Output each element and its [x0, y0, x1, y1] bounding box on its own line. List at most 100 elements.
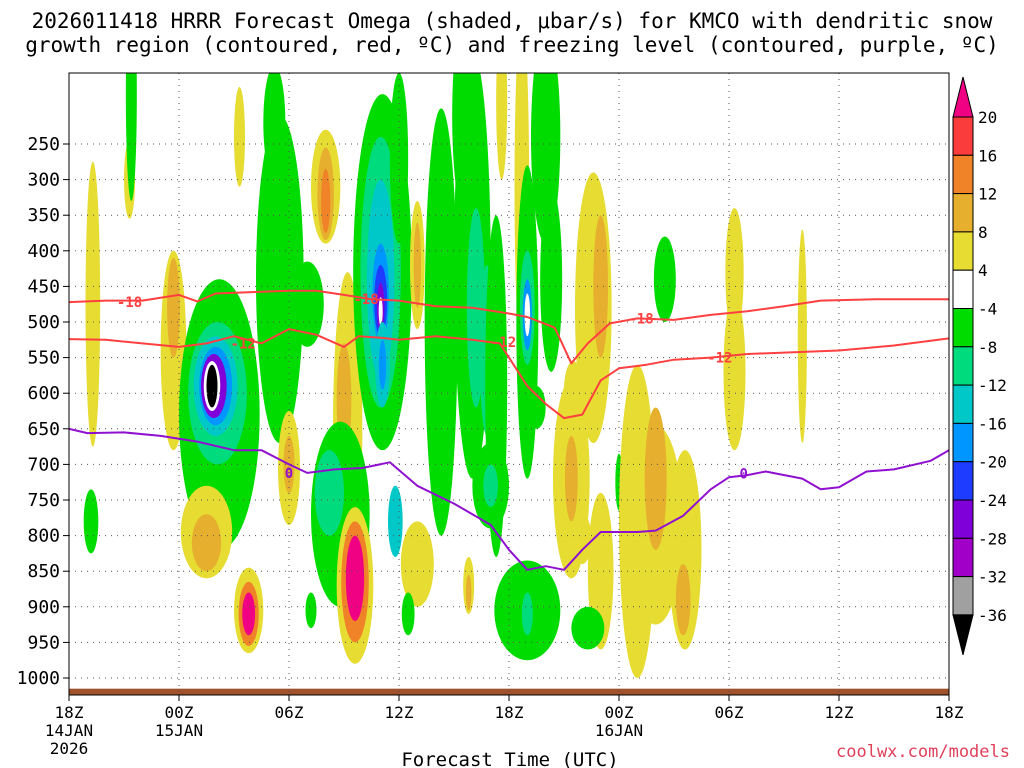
- y-tick-label-600: 600: [27, 383, 60, 404]
- omega-blob-60: [465, 574, 472, 611]
- x-tick-label-30: 00Z: [605, 703, 634, 722]
- omega-blob-4: [167, 257, 180, 358]
- omega-blob-74: [564, 435, 578, 522]
- colorbar-segment-3: [952, 499, 974, 539]
- x-tick-sublabel-30-0: 16JAN: [595, 721, 643, 740]
- omega-blob-5: [125, 73, 137, 201]
- omega-blob-69: [527, 386, 546, 429]
- omega-blob-79: [571, 606, 605, 650]
- y-tick-label-250: 250: [27, 134, 60, 155]
- x-tick-label-48: 18Z: [935, 703, 964, 722]
- y-tick-label-500: 500: [27, 312, 60, 333]
- x-tick-label-24: 18Z: [495, 703, 524, 722]
- y-tick-label-300: 300: [27, 170, 60, 191]
- colorbar-bottom-triangle: [952, 614, 974, 656]
- chart-title-line-2: growth region (contoured, red, ºC) and f…: [25, 33, 999, 57]
- omega-blob-12: [206, 364, 218, 408]
- y-tick-label-950: 950: [27, 632, 60, 653]
- colorbar-label-10: -24: [978, 491, 1007, 510]
- colorbar-label-9: -20: [978, 453, 1007, 472]
- y-tick-label-400: 400: [27, 241, 60, 262]
- x-tick-label-0: 18Z: [55, 703, 84, 722]
- omega-blob-21: [290, 261, 324, 347]
- y-tick-label-350: 350: [27, 205, 60, 226]
- omega-shading: [83, 73, 807, 678]
- x-tick-label-42: 12Z: [825, 703, 854, 722]
- contour-label-2-1: 0: [739, 467, 747, 483]
- omega-blob-2: [83, 489, 99, 554]
- contour-label-0-0: -18: [117, 295, 142, 311]
- omega-blob-68: [540, 186, 563, 372]
- colorbar-label-1: 16: [978, 146, 997, 165]
- omega-blob-27: [305, 592, 317, 629]
- x-tick-label-18: 12Z: [385, 703, 414, 722]
- y-tick-label-900: 900: [27, 597, 60, 618]
- pressure-axis: 250 300 350 400 450 500 550 600 650 700 750 800 850 9…: [17, 134, 69, 689]
- omega-blob-88: [723, 293, 746, 451]
- colorbar-label-12: -32: [978, 568, 1007, 587]
- y-tick-label-1000: 1000: [17, 668, 60, 689]
- colorbar-segment-10: [952, 231, 974, 271]
- colorbar-segment-13: [952, 116, 974, 156]
- omega-blob-75: [573, 514, 592, 565]
- omega-blob-48: [400, 521, 434, 607]
- y-tick-label-750: 750: [27, 490, 60, 511]
- colorbar-label-0: 20: [978, 108, 997, 127]
- colorbar-label-5: -4: [978, 300, 997, 319]
- omega-blob-14: [191, 514, 222, 572]
- colorbar: 20 16 12 8 4 -4 -8 -12 -16 -20 -24 -28 -32 -36: [952, 76, 1007, 656]
- omega-blob-71: [521, 592, 533, 636]
- omega-blob-86: [653, 236, 676, 322]
- colorbar-label-13: -36: [978, 606, 1007, 625]
- contour-line-1: [69, 328, 949, 420]
- contour-label-2-0: 0: [285, 466, 293, 482]
- y-tick-label-800: 800: [27, 526, 60, 547]
- y-tick-label-700: 700: [27, 454, 60, 475]
- omega-blob-20: [263, 73, 286, 180]
- x-tick-sublabel-0-0: 14JAN: [45, 721, 93, 740]
- y-tick-label-650: 650: [27, 419, 60, 440]
- colorbar-segment-5: [952, 422, 974, 463]
- chart-title-line-1: 2026011418 HRRR Forecast Omega (shaded, …: [31, 9, 993, 33]
- omega-blob-83: [644, 407, 667, 550]
- omega-blob-44: [378, 339, 387, 390]
- colorbar-segment-9: [952, 269, 974, 310]
- colorbar-top-triangle: [952, 76, 974, 118]
- x-tick-sublabel-0-1: 2026: [50, 739, 89, 758]
- y-tick-label-450: 450: [27, 276, 60, 297]
- omega-blob-34: [345, 535, 365, 622]
- omega-blob-19: [256, 115, 304, 444]
- omega-blob-0: [85, 161, 101, 447]
- colorbar-label-2: 12: [978, 185, 997, 204]
- colorbar-segment-4: [952, 461, 974, 501]
- colorbar-label-11: -28: [978, 529, 1007, 548]
- omega-blob-47: [413, 222, 422, 308]
- colorbar-segment-6: [952, 384, 974, 424]
- credit-link[interactable]: coolwx.com/models: [836, 742, 1010, 762]
- omega-blob-85: [675, 564, 691, 636]
- colorbar-label-3: 8: [978, 223, 988, 242]
- x-tick-label-36: 06Z: [715, 703, 744, 722]
- contour-label-0-1: -18: [353, 292, 378, 308]
- omega-blob-50: [389, 73, 409, 244]
- contour-label-0-2: -18: [628, 311, 653, 327]
- omega-blob-61: [496, 73, 508, 180]
- omega-blob-26: [321, 168, 331, 234]
- colorbar-segment-2: [952, 537, 974, 578]
- colorbar-segment-12: [952, 154, 974, 195]
- colorbar-label-8: -16: [978, 414, 1007, 433]
- omega-blob-58: [483, 464, 498, 508]
- x-tick-sublabel-6-0: 15JAN: [155, 721, 203, 740]
- colorbar-segment-1: [952, 576, 974, 616]
- colorbar-label-7: -12: [978, 376, 1007, 395]
- y-tick-label-550: 550: [27, 348, 60, 369]
- omega-blob-42: [378, 297, 383, 326]
- omega-blob-18: [234, 87, 245, 187]
- colorbar-segment-7: [952, 346, 974, 386]
- colorbar-segment-11: [952, 193, 974, 233]
- contour-line-2: [69, 427, 949, 571]
- x-tick-label-12: 06Z: [275, 703, 304, 722]
- omega-blob-17: [242, 592, 256, 636]
